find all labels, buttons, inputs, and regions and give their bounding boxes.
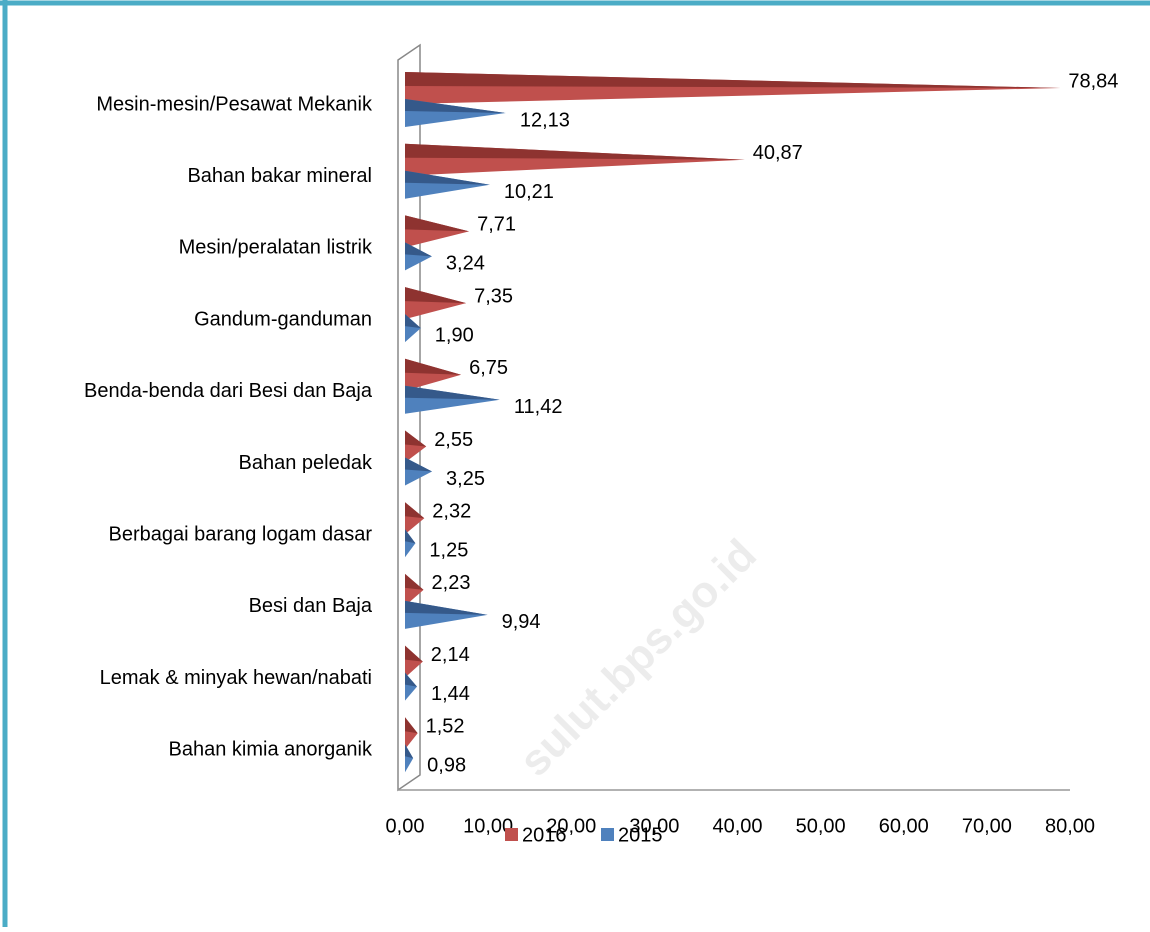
- value-label: 2,32: [432, 500, 471, 522]
- value-label: 1,25: [429, 539, 468, 561]
- legend-swatch: [601, 828, 614, 841]
- bar-shade: [405, 385, 500, 400]
- watermark: sulut.bps.go.id: [510, 530, 766, 786]
- value-label: 6,75: [469, 357, 508, 379]
- y-tick-label: Bahan peledak: [239, 452, 373, 474]
- y-tick-label: Besi dan Baja: [249, 595, 373, 617]
- bar-shade: [405, 744, 414, 759]
- x-tick-label: 70,00: [962, 815, 1012, 837]
- bar-shade: [405, 457, 433, 472]
- y-tick-label: Bahan kimia anorganik: [169, 739, 373, 761]
- value-label: 0,98: [427, 755, 466, 777]
- x-tick-label: 60,00: [879, 815, 929, 837]
- value-label: 78,84: [1068, 70, 1118, 92]
- value-label: 11,42: [514, 396, 563, 418]
- bar-shade: [405, 287, 467, 304]
- bar-shade: [405, 170, 490, 185]
- value-label: 2,14: [431, 644, 470, 666]
- x-tick-label: 50,00: [796, 815, 846, 837]
- y-tick-label: Mesin/peralatan listrik: [179, 237, 373, 259]
- bar-shade: [405, 672, 417, 687]
- value-label: 7,35: [474, 285, 513, 307]
- legend-label: 2016: [522, 824, 567, 846]
- y-tick-label: Lemak & minyak hewan/nabati: [100, 667, 372, 689]
- value-label: 1,44: [431, 683, 470, 705]
- x-tick-label: 80,00: [1045, 815, 1095, 837]
- y-tick-label: Bahan bakar mineral: [187, 165, 372, 187]
- bar-shade: [405, 502, 425, 519]
- bar-shade: [405, 645, 423, 662]
- x-tick-label: 20,00: [546, 815, 596, 837]
- y-tick-label: Benda-benda dari Besi dan Baja: [84, 380, 373, 402]
- bar-shade: [405, 717, 418, 734]
- y-tick-label: Mesin-mesin/Pesawat Mekanik: [96, 93, 373, 115]
- value-label: 2,55: [434, 429, 473, 451]
- value-label: 1,52: [426, 716, 465, 738]
- bar-shade: [405, 242, 432, 257]
- value-label: 3,25: [446, 468, 485, 490]
- x-tick-label: 10,00: [463, 815, 513, 837]
- bar-shade: [405, 314, 421, 329]
- bar-shade: [405, 215, 470, 232]
- bar-shade: [405, 143, 745, 160]
- bar-shade: [405, 430, 427, 447]
- bar-shade: [405, 72, 1061, 88]
- value-label: 2,23: [432, 572, 471, 594]
- legend-label: 2015: [618, 824, 663, 846]
- bar-shade: [405, 358, 462, 375]
- value-label: 1,90: [435, 324, 474, 346]
- x-tick-label: 40,00: [712, 815, 762, 837]
- value-label: 40,87: [753, 142, 803, 164]
- value-label: 3,24: [446, 253, 485, 275]
- bar-shade: [405, 529, 416, 544]
- value-label: 7,71: [477, 214, 516, 236]
- y-tick-label: Gandum-ganduman: [194, 308, 372, 330]
- legend-swatch: [505, 828, 518, 841]
- x-tick-label: 0,00: [386, 815, 425, 837]
- value-label: 10,21: [504, 181, 554, 203]
- x-tick-label: 30,00: [629, 815, 679, 837]
- wall: [397, 43, 421, 792]
- y-tick-label: Berbagai barang logam dasar: [108, 523, 372, 545]
- bar-shade: [405, 600, 488, 615]
- value-label: 9,94: [502, 611, 541, 633]
- value-label: 12,13: [520, 109, 570, 131]
- bar-shade: [405, 99, 506, 113]
- bar-shade: [405, 573, 424, 590]
